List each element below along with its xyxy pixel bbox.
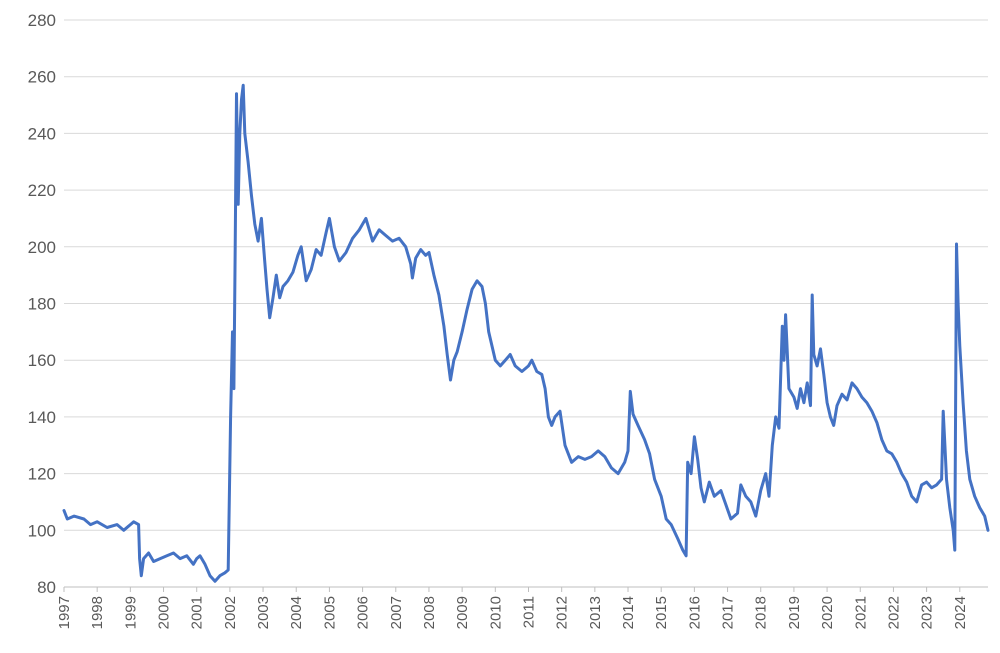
y-tick-label: 180 xyxy=(28,295,56,314)
x-tick-label: 2015 xyxy=(653,596,670,629)
y-tick-label: 80 xyxy=(37,578,56,597)
x-tick-label: 1998 xyxy=(89,596,106,629)
x-tick-label: 2000 xyxy=(156,596,173,629)
x-tick-label: 2006 xyxy=(355,596,372,629)
x-tick-label: 2001 xyxy=(189,596,206,629)
x-tick-label: 2018 xyxy=(753,596,770,629)
x-tick-label: 2005 xyxy=(321,596,338,629)
x-tick-label: 2021 xyxy=(852,596,869,629)
x-tick-label: 2008 xyxy=(421,596,438,629)
y-tick-label: 200 xyxy=(28,238,56,257)
x-tick-label: 2014 xyxy=(620,596,637,629)
y-tick-label: 140 xyxy=(28,408,56,427)
x-tick-label: 2016 xyxy=(686,596,703,629)
x-tick-label: 2010 xyxy=(487,596,504,629)
y-tick-label: 240 xyxy=(28,124,56,143)
x-tick-label: 2004 xyxy=(288,596,305,629)
x-tick-label: 2017 xyxy=(720,596,737,629)
x-tick-label: 2002 xyxy=(222,596,239,629)
x-tick-label: 2013 xyxy=(587,596,604,629)
x-axis-ticks: 1997 1998 1999 2000 2001 2002 2003 2004 2005 2006… xyxy=(56,587,969,629)
x-tick-label: 2022 xyxy=(885,596,902,629)
x-tick-label: 2012 xyxy=(554,596,571,629)
y-tick-label: 160 xyxy=(28,351,56,370)
x-tick-label: 2003 xyxy=(255,596,272,629)
x-tick-label: 2020 xyxy=(819,596,836,629)
y-tick-label: 280 xyxy=(28,11,56,30)
gridlines xyxy=(64,19,988,588)
x-tick-label: 1999 xyxy=(122,596,139,629)
y-tick-label: 120 xyxy=(28,465,56,484)
y-tick-label: 100 xyxy=(28,521,56,540)
x-tick-label: 2011 xyxy=(520,596,537,628)
series-lines xyxy=(62,83,990,583)
x-tick-label: 2023 xyxy=(919,596,936,629)
x-tick-label: 2019 xyxy=(786,596,803,629)
x-tick-label: 2024 xyxy=(952,596,969,629)
series-line-0 xyxy=(62,83,990,583)
x-tick-label: 2009 xyxy=(454,596,471,629)
y-tick-label: 260 xyxy=(28,68,56,87)
x-tick-label: 2007 xyxy=(388,596,405,629)
y-axis-ticks: 80 100 120 140 160 180 200 220 240 260 280 xyxy=(28,11,56,597)
x-tick-label: 1997 xyxy=(56,596,73,629)
y-tick-label: 220 xyxy=(28,181,56,200)
